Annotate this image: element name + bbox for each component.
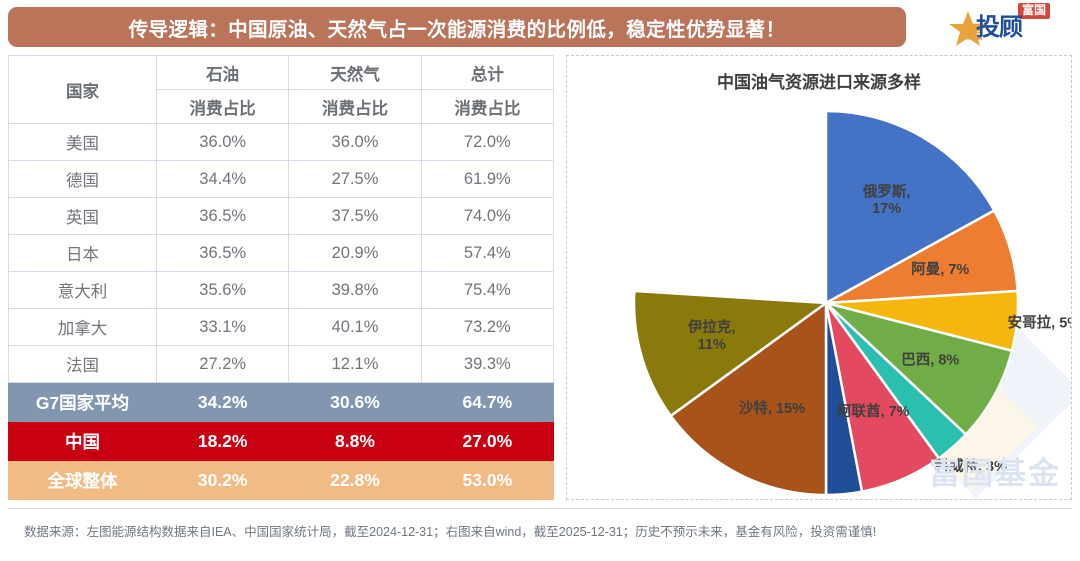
summary-cell-gas: 22.8% bbox=[288, 460, 422, 500]
cell-oil: 27.2% bbox=[155, 345, 290, 383]
table-row: 法国 27.2% 12.1% 39.3% bbox=[8, 345, 555, 383]
cell-country: 德国 bbox=[8, 160, 157, 198]
brand-logo: 星 富国 投顾 bbox=[948, 2, 1076, 50]
pie-chart-panel: 中国油气资源进口来源多样 俄罗斯, 17% 阿曼, 7% 安哥拉, 5% 巴西, 8% 科… bbox=[566, 55, 1072, 500]
pie-label-安哥拉: 安哥拉, 5% bbox=[1008, 313, 1072, 331]
cell-total: 57.4% bbox=[420, 234, 555, 272]
summary-row: 中国 18.2% 8.8% 27.0% bbox=[8, 421, 555, 461]
header-group-gas: 天然气 bbox=[288, 55, 422, 90]
pie-label-line: 科威特, 3% bbox=[934, 457, 1007, 475]
cell-total: 72.0% bbox=[420, 123, 555, 161]
summary-cell-country: 中国 bbox=[8, 421, 157, 461]
cell-oil: 33.1% bbox=[155, 308, 290, 346]
pie-label-巴西: 巴西, 8% bbox=[901, 351, 959, 368]
cell-gas: 39.8% bbox=[288, 271, 422, 309]
header-country: 国家 bbox=[8, 55, 157, 124]
logo-main-text: 投顾 bbox=[976, 14, 1023, 41]
energy-consumption-table: 国家 石油 天然气 总计 消费占比 消费占比 消费占比 美国 36.0% 36.0%… bbox=[8, 55, 555, 500]
table-row: 日本 36.5% 20.9% 57.4% bbox=[8, 234, 555, 272]
pie-label-line: 伊拉克, bbox=[687, 318, 736, 336]
summary-cell-oil: 34.2% bbox=[155, 382, 290, 422]
header-group-oil: 石油 bbox=[155, 55, 290, 90]
table-row: 英国 36.5% 37.5% 74.0% bbox=[8, 197, 555, 235]
pie-slice-沙特 bbox=[668, 300, 828, 497]
summary-row: G7国家平均 34.2% 30.6% 64.7% bbox=[8, 382, 555, 422]
summary-cell-country: 全球整体 bbox=[8, 460, 157, 500]
footer-source-note: 数据来源：左图能源结构数据来自IEA、中国国家统计局，截至2024-12-31；… bbox=[24, 525, 877, 539]
cell-oil: 36.5% bbox=[155, 197, 290, 235]
table-row: 德国 34.4% 27.5% 61.9% bbox=[8, 160, 555, 198]
table-header-row-1: 国家 石油 天然气 总计 bbox=[8, 55, 555, 124]
pie-label-沙特: 沙特, 15% bbox=[739, 399, 805, 417]
pie-label-阿联酋: 阿联酋, 7% bbox=[837, 402, 910, 420]
cell-gas: 37.5% bbox=[288, 197, 422, 235]
energy-table-container: 国家 石油 天然气 总计 消费占比 消费占比 消费占比 美国 36.0% 36.0%… bbox=[8, 55, 555, 500]
watermark-text: 富国基金 bbox=[929, 456, 1061, 491]
pie-label-line: 11% bbox=[698, 337, 726, 353]
summary-cell-gas: 8.8% bbox=[288, 421, 422, 461]
cell-oil: 35.6% bbox=[155, 271, 290, 309]
cell-gas: 12.1% bbox=[288, 345, 422, 383]
summary-cell-gas: 30.6% bbox=[288, 382, 422, 422]
pie-slice-巴西 bbox=[825, 301, 1014, 437]
title-banner: 传导逻辑：中国原油、天然气占一次能源消费的比例低，稳定性优势显著！ bbox=[8, 7, 906, 47]
chart-title: 中国油气资源进口来源多样 bbox=[717, 73, 921, 92]
cell-oil: 36.0% bbox=[155, 123, 290, 161]
cell-country: 英国 bbox=[8, 197, 157, 235]
pie-label-line: 17% bbox=[872, 201, 901, 217]
pie-label-阿曼: 阿曼, 7% bbox=[911, 261, 969, 278]
pie-label-俄罗斯: 俄罗斯, 17% bbox=[862, 182, 911, 217]
cell-country: 美国 bbox=[8, 123, 157, 161]
table-header-row-2: 消费占比 消费占比 消费占比 bbox=[9, 89, 555, 124]
pie-label-line: 沙特, 15% bbox=[739, 399, 805, 417]
header-sub-oil: 消费占比 bbox=[155, 89, 290, 124]
cell-total: 39.3% bbox=[420, 345, 555, 383]
table-row: 加拿大 33.1% 40.1% 73.2% bbox=[8, 308, 555, 346]
cell-gas: 27.5% bbox=[288, 160, 422, 198]
header-sub-gas: 消费占比 bbox=[288, 89, 422, 124]
cell-total: 75.4% bbox=[420, 271, 555, 309]
pie-slice-伊拉克 bbox=[632, 289, 830, 418]
logo-xing-text: 星 bbox=[966, 23, 983, 42]
header-group-total: 总计 bbox=[420, 55, 555, 90]
star-icon bbox=[949, 11, 987, 46]
cell-country: 法国 bbox=[8, 345, 157, 383]
summary-cell-oil: 18.2% bbox=[155, 421, 290, 461]
table-row: 美国 36.0% 36.0% 72.0% bbox=[8, 123, 555, 161]
import-sources-pie-chart: 俄罗斯, 17% 阿曼, 7% 安哥拉, 5% 巴西, 8% 科威特, 3% 阿联酋, 7%… bbox=[632, 109, 1072, 497]
page-title: 传导逻辑：中国原油、天然气占一次能源消费的比例低，稳定性优势显著！ bbox=[128, 18, 786, 41]
cell-total: 74.0% bbox=[420, 197, 555, 235]
pie-slice-俄罗斯 bbox=[824, 109, 996, 306]
summary-cell-total: 53.0% bbox=[420, 460, 555, 500]
summary-cell-total: 64.7% bbox=[420, 382, 555, 422]
header-sub-total: 消费占比 bbox=[420, 89, 555, 124]
pie-label-伊拉克: 伊拉克, 11% bbox=[687, 318, 736, 353]
summary-cell-country: G7国家平均 bbox=[8, 382, 157, 422]
footer-divider bbox=[8, 508, 1072, 509]
pie-label-科威特: 科威特, 3% bbox=[934, 457, 1007, 475]
cell-oil: 36.5% bbox=[155, 234, 290, 272]
cell-country: 意大利 bbox=[8, 271, 157, 309]
summary-row: 全球整体 30.2% 22.8% 53.0% bbox=[8, 460, 555, 500]
pie-label-line: 阿曼, 7% bbox=[911, 261, 969, 278]
summary-cell-total: 27.0% bbox=[420, 421, 555, 461]
cell-gas: 40.1% bbox=[288, 308, 422, 346]
cell-country: 日本 bbox=[8, 234, 157, 272]
table-row: 意大利 35.6% 39.8% 75.4% bbox=[8, 271, 555, 309]
summary-cell-oil: 30.2% bbox=[155, 460, 290, 500]
cell-total: 61.9% bbox=[420, 160, 555, 198]
pie-label-line: 阿联酋, 7% bbox=[837, 402, 910, 420]
cell-gas: 36.0% bbox=[288, 123, 422, 161]
pie-label-line: 巴西, 8% bbox=[901, 351, 959, 368]
cell-gas: 20.9% bbox=[288, 234, 422, 272]
cell-country: 加拿大 bbox=[8, 308, 157, 346]
cell-oil: 34.4% bbox=[155, 160, 290, 198]
cell-total: 73.2% bbox=[420, 308, 555, 346]
pie-label-line: 俄罗斯, bbox=[862, 182, 911, 200]
logo-badge-text: 富国 bbox=[1018, 3, 1051, 19]
pie-label-line: 安哥拉, 5% bbox=[1008, 313, 1072, 331]
